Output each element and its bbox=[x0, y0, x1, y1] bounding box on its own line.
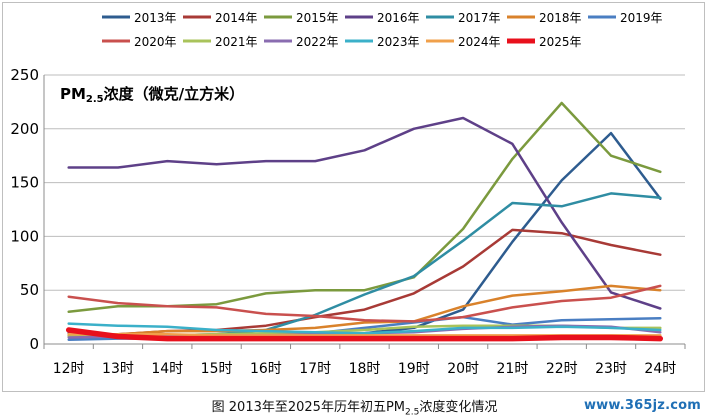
legend-label: 2016年 bbox=[377, 11, 420, 25]
legend-label: 2021年 bbox=[215, 35, 258, 49]
watermark: www.365jz.com bbox=[583, 398, 701, 413]
x-tick-label: 17时 bbox=[299, 361, 331, 377]
series-line-2020年 bbox=[67, 284, 662, 323]
x-tick-label: 13时 bbox=[102, 361, 134, 377]
y-tick-label: 50 bbox=[20, 281, 39, 299]
x-tick-label: 22时 bbox=[546, 361, 578, 377]
y-tick-label: 0 bbox=[29, 335, 39, 353]
legend-label: 2025年 bbox=[539, 35, 582, 49]
caption-suffix: 浓度变化情况 bbox=[419, 400, 498, 415]
x-tick-label: 15时 bbox=[201, 361, 233, 377]
legend-label: 2024年 bbox=[458, 35, 501, 49]
x-tick-label: 23时 bbox=[595, 361, 627, 377]
legend-label: 2018年 bbox=[539, 11, 582, 25]
x-tick-label: 18时 bbox=[349, 361, 381, 377]
series-line-2023年 bbox=[67, 322, 662, 335]
x-tick-label: 14时 bbox=[151, 361, 183, 377]
series-line-2016年 bbox=[67, 116, 662, 310]
line-chart: 0 50 100 150 200 250 12时 13时 14时 15时 16时 17时 18时 19时 2… bbox=[10, 11, 686, 377]
y-tick-label: 200 bbox=[10, 120, 39, 138]
legend-label: 2014年 bbox=[215, 11, 258, 25]
legend-label: 2015年 bbox=[296, 11, 339, 25]
x-tick-label: 12时 bbox=[53, 361, 85, 377]
chart-frame bbox=[2, 2, 705, 392]
series-line-2018年 bbox=[67, 284, 662, 337]
caption-prefix: 图 2013年至2025年历年初五PM bbox=[211, 400, 405, 415]
x-tick-label: 21时 bbox=[497, 361, 529, 377]
series-line-2025年 bbox=[65, 327, 664, 342]
x-tick-label: 19时 bbox=[398, 361, 430, 377]
caption-subscript: 2.5 bbox=[405, 407, 420, 418]
x-tick-label: 20时 bbox=[447, 361, 479, 377]
legend-label: 2022年 bbox=[296, 35, 339, 49]
series-line-2015年 bbox=[67, 101, 662, 313]
x-tick-label: 24时 bbox=[644, 361, 676, 377]
legend-label: 2023年 bbox=[377, 35, 420, 49]
y-tick-label: 100 bbox=[10, 227, 39, 245]
legend-label: 2019年 bbox=[620, 11, 663, 25]
y-tick-label: 150 bbox=[10, 174, 39, 192]
chart-title: PM2.5浓度（微克/立方米） bbox=[60, 85, 244, 105]
legend-label: 2020年 bbox=[134, 35, 177, 49]
series-line-2017年 bbox=[67, 192, 662, 338]
x-tick-label: 16时 bbox=[250, 361, 282, 377]
figure-caption: 图 2013年至2025年历年初五PM2.5浓度变化情况 bbox=[0, 396, 709, 418]
legend-label: 2017年 bbox=[458, 11, 501, 25]
legend-label: 2013年 bbox=[134, 11, 177, 25]
y-tick-label: 250 bbox=[10, 66, 39, 84]
